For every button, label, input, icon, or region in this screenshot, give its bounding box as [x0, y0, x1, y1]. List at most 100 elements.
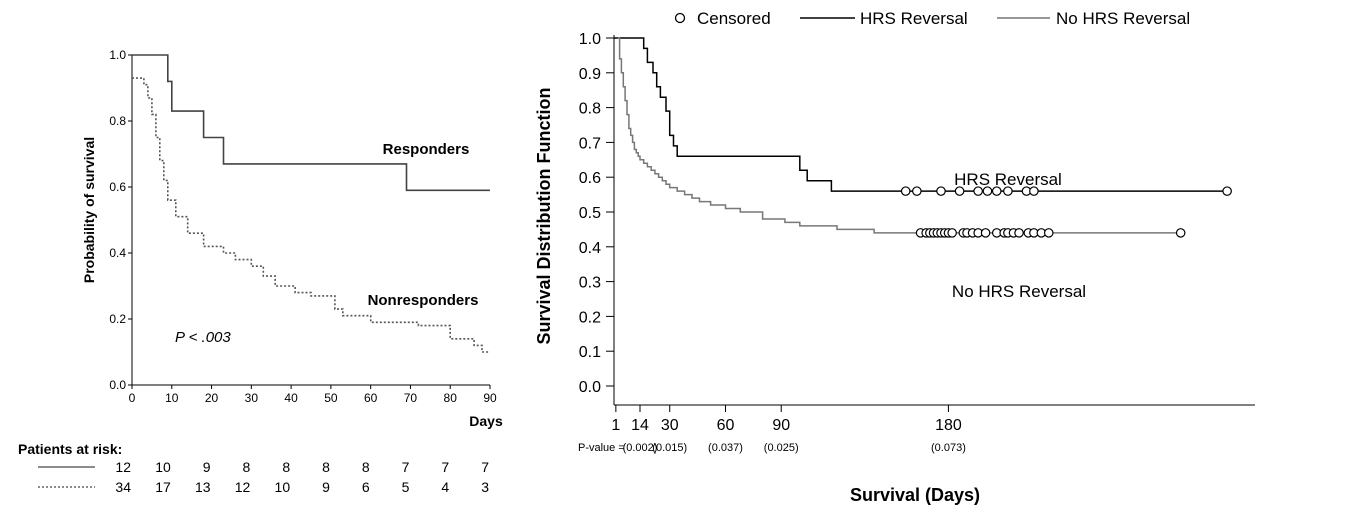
hrs-reversal-censored-marker — [912, 186, 922, 196]
hrs-reversal-censored-marker — [1029, 186, 1039, 196]
hrs-reversal-label: HRS Reversal — [954, 170, 1062, 189]
right-x-tick-label: 180 — [935, 417, 962, 434]
risk-table-cell: 6 — [362, 479, 370, 495]
risk-table-cell: 12 — [115, 459, 131, 475]
left-y-tick-label: 1.0 — [109, 48, 126, 62]
legend-censored: Censored — [697, 9, 771, 28]
right-x-ticks: 1 14 30 60 90 180 — [611, 405, 962, 434]
right-y-tick-label: 0.4 — [579, 240, 601, 257]
left-x-tick-label: 0 — [129, 391, 136, 405]
right-x-axis-label: Survival (Days) — [850, 485, 980, 505]
left-y-ticks: 0.0 0.2 0.4 0.6 0.8 1.0 — [109, 48, 132, 392]
right-survival-chart: 0.0 0.1 0.2 0.3 0.4 0.5 0.6 0.7 0.8 0.9 1.0 1 14 30 6… — [534, 9, 1255, 505]
left-y-tick-label: 0.2 — [109, 312, 126, 326]
p-value: (0.037) — [708, 442, 743, 454]
legend-no-hrs: No HRS Reversal — [1056, 9, 1190, 28]
risk-table-cell: 10 — [155, 459, 171, 475]
right-y-tick-label: 0.0 — [579, 379, 601, 396]
right-y-tick-label: 0.1 — [579, 344, 601, 361]
left-series — [132, 54, 490, 353]
risk-table-cell: 8 — [243, 459, 251, 475]
risk-table-cell: 13 — [195, 479, 211, 495]
risk-table-cell: 7 — [441, 459, 449, 475]
left-y-tick-label: 0.4 — [109, 246, 126, 260]
risk-table-title: Patients at risk: — [18, 441, 122, 457]
hrs-reversal-censored-marker — [936, 186, 946, 196]
risk-table-cell: 3 — [481, 479, 489, 495]
right-y-axis-label: Survival Distribution Function — [534, 87, 554, 344]
left-y-tick-label: 0.0 — [109, 378, 126, 392]
hrs-reversal-censored-marker — [1222, 186, 1232, 196]
left-y-axis-label: Probability of survival — [81, 137, 97, 283]
no-hrs-reversal-censored-marker — [1175, 228, 1186, 238]
risk-table-cell: 12 — [235, 479, 251, 495]
nonresponders-curve — [132, 77, 490, 353]
right-y-tick-label: 0.7 — [579, 135, 601, 152]
right-y-tick-label: 1.0 — [579, 31, 601, 48]
hrs-reversal-censored-marker — [991, 186, 1002, 196]
right-y-tick-label: 0.3 — [579, 275, 601, 292]
hrs-reversal-curve — [614, 37, 1228, 192]
risk-table-cell: 4 — [441, 479, 449, 495]
hrs-reversal-censored-marker — [982, 186, 993, 196]
legend-hrs: HRS Reversal — [860, 9, 968, 28]
risk-table-cell: 7 — [481, 459, 489, 475]
nonresponders-label: Nonresponders — [368, 292, 479, 309]
responders-label: Responders — [383, 141, 470, 158]
left-x-tick-label: 40 — [284, 391, 298, 405]
p-value: (0.015) — [652, 442, 687, 454]
left-y-tick-label: 0.8 — [109, 114, 126, 128]
risk-table-cell: 17 — [155, 479, 171, 495]
p-value-row-label: P-value = — [578, 442, 625, 454]
hrs-reversal-censored-marker — [973, 186, 983, 196]
p-value-row: (0.002)(0.015) (0.037) (0.025) (0.073) — [623, 442, 966, 454]
hrs-reversal-censored-marker — [900, 186, 911, 196]
p-value: (0.002) — [623, 442, 658, 454]
left-x-tick-label: 30 — [245, 391, 259, 405]
right-x-tick-label: 30 — [661, 417, 679, 434]
left-survival-chart: 0.0 0.2 0.4 0.6 0.8 1.0 0 10 20 30 40 50 60 70 80 90 P… — [18, 48, 503, 495]
p-value: (0.025) — [764, 442, 799, 454]
risk-table-cell: 7 — [402, 459, 410, 475]
risk-table-cell: 8 — [322, 459, 330, 475]
left-y-tick-label: 0.6 — [109, 180, 126, 194]
right-x-tick-label: 60 — [717, 417, 735, 434]
responders-curve — [132, 54, 490, 192]
right-x-tick-label: 14 — [631, 417, 649, 434]
no-hrs-reversal-curve — [617, 37, 1181, 234]
left-x-tick-label: 50 — [324, 391, 338, 405]
hrs-reversal-censored-marker — [1003, 186, 1013, 196]
right-y-tick-label: 0.8 — [579, 101, 601, 118]
right-x-tick-label: 1 — [611, 417, 620, 434]
left-x-tick-label: 70 — [404, 391, 418, 405]
hrs-reversal-censored-marker — [954, 186, 965, 196]
right-legend: Censored HRS Reversal No HRS Reversal — [674, 9, 1190, 28]
no-hrs-reversal-censored-marker — [1014, 228, 1024, 238]
left-x-tick-label: 80 — [444, 391, 458, 405]
right-y-ticks: 0.0 0.1 0.2 0.3 0.4 0.5 0.6 0.7 0.8 0.9 1.0 — [579, 31, 614, 396]
no-hrs-reversal-censored-marker — [980, 228, 991, 238]
left-x-tick-label: 10 — [165, 391, 179, 405]
no-hrs-reversal-label: No HRS Reversal — [952, 282, 1086, 301]
risk-table-cell: 10 — [275, 479, 291, 495]
risk-table-cell: 9 — [203, 459, 211, 475]
right-y-tick-label: 0.9 — [579, 66, 601, 83]
no-hrs-reversal-censored-marker — [1043, 228, 1054, 238]
left-p-value: P < .003 — [175, 329, 231, 346]
left-x-axis-label: Days — [469, 413, 503, 429]
risk-table-cell: 8 — [362, 459, 370, 475]
right-y-tick-label: 0.2 — [579, 309, 601, 326]
risk-table-cell: 8 — [282, 459, 290, 475]
censored-legend-marker — [674, 12, 686, 24]
left-x-tick-label: 20 — [205, 391, 219, 405]
risk-table-cell: 5 — [402, 479, 410, 495]
left-x-ticks: 0 10 20 30 40 50 60 70 80 90 — [129, 385, 497, 405]
left-x-tick-label: 90 — [483, 391, 497, 405]
right-y-tick-label: 0.6 — [579, 170, 601, 187]
p-value: (0.073) — [931, 442, 966, 454]
right-series — [614, 37, 1232, 238]
risk-table-cell: 34 — [115, 479, 131, 495]
left-x-tick-label: 60 — [364, 391, 378, 405]
risk-table: 12 10 9 8 8 8 8 7 7 7 34 17 13 12 10 9 6 5 4 3 — [115, 459, 489, 495]
